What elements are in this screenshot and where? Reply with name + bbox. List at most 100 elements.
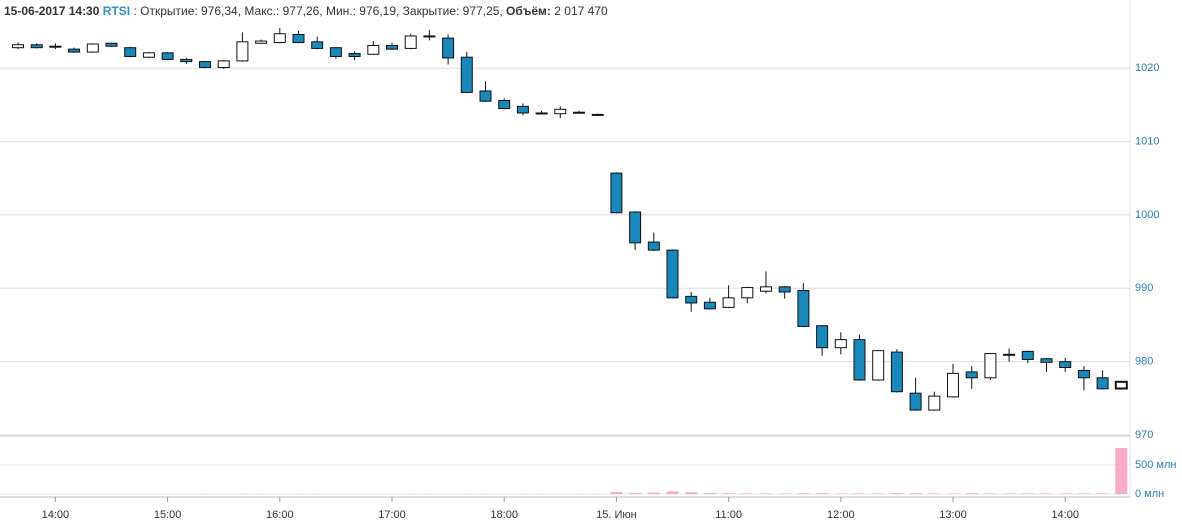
volume-bar — [647, 492, 660, 494]
candle-body — [872, 350, 885, 381]
header-datetime: 15-06-2017 14:30 — [4, 4, 100, 18]
x-tick-label: 15. Июн — [596, 509, 637, 521]
volume-bar — [1021, 493, 1034, 494]
candle-body — [928, 395, 941, 411]
candle-body — [1114, 380, 1128, 390]
y-tick-label: 970 — [1135, 429, 1153, 441]
candle-body — [386, 44, 398, 50]
header: 15-06-2017 14:30 RTSI : Открытие: 976,34… — [4, 4, 608, 18]
candle-body — [778, 286, 791, 293]
volume-bar — [947, 493, 959, 494]
volume-bar — [685, 492, 698, 494]
header-ticker: RTSI — [103, 4, 130, 18]
y-tick-label: 1000 — [1135, 209, 1159, 221]
candle-body — [423, 35, 436, 38]
candle-body — [479, 90, 492, 102]
volume-bar — [928, 493, 941, 494]
candle-body — [329, 47, 342, 57]
y-tick-label: 1020 — [1135, 62, 1159, 74]
x-tick-label: 12:00 — [827, 509, 855, 521]
candle-body — [666, 249, 679, 299]
x-tick-label: 11:00 — [715, 509, 742, 521]
candle-body — [404, 35, 417, 49]
volume-bar — [909, 493, 922, 494]
volume-bar — [797, 493, 810, 494]
candle-body — [49, 45, 62, 48]
candle-body — [516, 105, 529, 114]
candle-body — [703, 301, 716, 310]
candle-body — [442, 37, 455, 59]
y-tick-label: 1010 — [1135, 135, 1159, 147]
volume-bar — [666, 491, 679, 494]
candle-body — [1096, 377, 1109, 390]
candle-body — [142, 52, 155, 58]
volume-tick-label: 500 млн — [1135, 459, 1176, 471]
candle-body — [180, 58, 193, 63]
candle-body — [348, 53, 361, 57]
candle-body — [647, 241, 660, 251]
volume-bar — [834, 493, 847, 494]
candle-body — [105, 42, 118, 47]
candle-body — [554, 108, 567, 115]
candle-body — [890, 351, 903, 393]
volume-bar — [1096, 493, 1109, 494]
candle-body — [236, 41, 249, 62]
header-volume: 2 017 470 — [551, 4, 608, 18]
x-tick-label: 18:00 — [490, 509, 518, 521]
x-tick-label: 17:00 — [378, 509, 406, 521]
candle-body — [255, 40, 268, 44]
candle-body — [741, 287, 754, 299]
candle-body — [1059, 361, 1072, 369]
volume-bar — [853, 493, 866, 494]
candle-body — [722, 297, 735, 308]
candle-body — [947, 372, 959, 398]
volume-bar — [1077, 493, 1090, 494]
candle-body — [30, 44, 43, 49]
volume-bar — [890, 493, 903, 494]
volume-tick-label: 0 млн — [1135, 488, 1164, 500]
x-tick-label: 13:00 — [939, 509, 967, 521]
candle-body — [273, 33, 286, 44]
x-tick-label: 14:00 — [42, 509, 70, 521]
candle-body — [311, 41, 324, 49]
candle-body — [685, 295, 698, 304]
candle-body — [573, 111, 585, 114]
candle-body — [367, 44, 380, 55]
candle-body — [68, 48, 81, 53]
x-tick-label: 15:00 — [154, 509, 182, 521]
volume-bar — [1003, 493, 1016, 494]
header-ohlc: : Открытие: 976,34, Макс.: 977,26, Мин.:… — [130, 4, 506, 18]
y-tick-label: 980 — [1135, 356, 1153, 368]
candle-body — [909, 392, 922, 411]
candle-body — [1040, 358, 1053, 363]
volume-bar — [1115, 448, 1128, 494]
candle-body — [1021, 350, 1034, 360]
y-tick-label: 990 — [1135, 282, 1153, 294]
volume-bar — [1040, 493, 1053, 494]
candle-body — [1077, 369, 1090, 379]
volume-bar — [741, 493, 754, 494]
candle-body — [853, 339, 866, 381]
volume-bar — [1059, 493, 1072, 494]
volume-bar — [872, 493, 885, 494]
volume-bar — [965, 493, 978, 494]
candle-body — [535, 112, 548, 115]
candle-body — [591, 113, 604, 116]
candle-body — [498, 99, 511, 110]
volume-bar — [722, 493, 735, 494]
volume-bar — [629, 492, 642, 494]
candle-body — [834, 339, 847, 349]
candle-body — [292, 33, 305, 44]
candle-body — [1003, 353, 1016, 356]
volume-bar — [760, 493, 772, 494]
x-tick-label: 16:00 — [266, 509, 294, 521]
candle-body — [760, 286, 772, 292]
candle-body — [161, 52, 174, 60]
candle-body — [610, 172, 623, 214]
candle-body — [199, 61, 211, 68]
candle-body — [124, 47, 137, 57]
candle-body — [797, 289, 810, 327]
volume-bar — [984, 493, 997, 494]
candle-body — [217, 60, 230, 68]
